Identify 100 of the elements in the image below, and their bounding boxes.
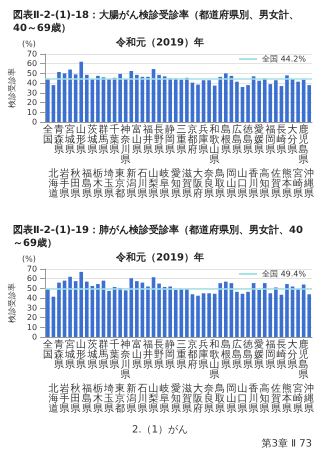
x-tick-label: 鹿児島県 xyxy=(298,124,309,166)
x-tick-label: 愛媛県 xyxy=(254,124,264,156)
text: (%) xyxy=(22,40,36,48)
bar xyxy=(162,286,166,337)
x-tick-label: 鳥取県 xyxy=(214,382,226,414)
x-tick-label: 山梨県 xyxy=(148,168,159,200)
x-tick-label: 徳島県 xyxy=(243,124,254,156)
x-tick-label: 岐阜県 xyxy=(160,168,170,200)
bar xyxy=(84,282,89,337)
x-tick-label: 高知県 xyxy=(260,382,270,414)
bar xyxy=(174,290,178,337)
bar xyxy=(212,86,216,122)
y-axis-title: 検診受診率 xyxy=(8,283,16,323)
x-tick-label: 全国 xyxy=(42,338,53,360)
x-tick-label: 群馬県 xyxy=(97,338,108,370)
bar xyxy=(207,293,211,337)
bar xyxy=(157,74,161,122)
x-tick-label: 鹿児島県 xyxy=(298,338,309,380)
bar xyxy=(307,294,312,337)
bar xyxy=(74,281,78,337)
text: 2.（1）がん xyxy=(132,424,188,436)
bar xyxy=(257,290,261,337)
text: 第3章 Ⅱ 73 xyxy=(262,438,312,450)
x-tick-label: 長野県 xyxy=(154,124,164,156)
bar xyxy=(262,78,267,122)
x-tick-label: 山口県 xyxy=(237,168,248,200)
x-tick-label: 奈良県 xyxy=(204,168,214,200)
bar xyxy=(135,74,139,122)
x-tick-label: 岡山県 xyxy=(226,384,236,414)
x-tick-label: 香川県 xyxy=(248,168,259,200)
x-tick-label: 福井県 xyxy=(142,338,153,370)
x-tick-label: 石川県 xyxy=(137,168,148,200)
y-tick-label: 60 xyxy=(26,59,38,68)
x-tick-label: 東京都 xyxy=(115,168,126,200)
bar xyxy=(79,272,84,337)
bar xyxy=(252,76,256,122)
bar xyxy=(274,287,278,337)
x-tick-label: 沖縄県 xyxy=(303,168,314,200)
bar xyxy=(262,283,267,337)
bar xyxy=(202,293,206,337)
x-tick-label: 全国 xyxy=(42,124,53,146)
bar xyxy=(112,286,116,337)
bar xyxy=(235,292,239,337)
bar xyxy=(235,82,239,122)
x-tick-label: 和歌山県 xyxy=(210,124,220,166)
bar xyxy=(196,84,200,122)
bar xyxy=(46,79,50,122)
bar xyxy=(224,73,228,122)
x-tick-label: 静岡県 xyxy=(165,338,176,370)
y-tick-label: 70 xyxy=(26,264,38,274)
y-tick-label: 70 xyxy=(26,50,38,58)
x-tick-label: 東京都 xyxy=(115,382,126,414)
x-tick-label: 大阪府 xyxy=(193,382,204,414)
x-tick-label: 新潟県 xyxy=(126,168,136,200)
bar xyxy=(190,294,194,337)
bar xyxy=(162,76,166,122)
x-tick-label: 青森県 xyxy=(54,124,64,156)
x-tick-label: 宮崎県 xyxy=(293,382,304,414)
y-tick-label: 30 xyxy=(26,88,38,98)
x-tick-label: 新潟県 xyxy=(126,382,136,414)
x-tick-label: 茨城県 xyxy=(86,124,98,156)
bar xyxy=(302,284,306,337)
x-tick-label: 大分県 xyxy=(288,338,298,370)
x-tick-label: 福島県 xyxy=(82,382,92,414)
bar xyxy=(112,78,116,122)
x-tick-label: 宮崎県 xyxy=(293,168,304,200)
bar xyxy=(96,76,100,122)
x-tick-label: 宮城県 xyxy=(64,124,76,156)
x-tick-label: 兵庫県 xyxy=(198,124,209,156)
bar xyxy=(129,278,134,337)
x-tick-label: 山口県 xyxy=(237,382,248,414)
chart-title: 図表Ⅱ-2-(1)-19：肺がん検診受診率（都道府県別、男女計、40～69歳） xyxy=(13,224,303,249)
bar xyxy=(280,294,284,337)
x-tick-label: 三重県 xyxy=(176,124,186,156)
chart-title: 図表Ⅱ-2-(1)-18：大腸がん検診受診率（都道府県別、男女計、40～69歳） xyxy=(13,9,300,34)
x-tick-label: 三重県 xyxy=(176,340,186,370)
bar xyxy=(135,281,139,337)
x-tick-label: 京都府 xyxy=(187,338,198,370)
y-tick-label: 40 xyxy=(26,294,38,303)
x-tick-label: 滋賀県 xyxy=(182,382,192,414)
y-tick-label: 20 xyxy=(26,98,38,108)
x-tick-label: 滋賀県 xyxy=(182,168,192,200)
x-tick-label: 広島県 xyxy=(232,338,242,370)
bar xyxy=(190,82,194,122)
y-tick-label: 10 xyxy=(26,322,38,332)
bar xyxy=(274,80,278,122)
chart-subtitle: 令和元（2019）年 xyxy=(115,36,204,48)
y-tick-label: 40 xyxy=(26,78,38,88)
x-tick-label: 静岡県 xyxy=(165,124,176,156)
x-tick-label: 群馬県 xyxy=(97,124,108,156)
x-tick-label: 高知県 xyxy=(260,168,270,200)
x-tick-label: 佐賀県 xyxy=(270,168,281,200)
x-tick-label: 広島県 xyxy=(232,124,242,156)
bar xyxy=(140,282,144,337)
bar xyxy=(124,79,128,122)
x-tick-label: 福島県 xyxy=(82,168,92,200)
bar xyxy=(185,289,189,337)
x-tick-label: 埼玉県 xyxy=(103,168,114,200)
x-tick-label: 栃木県 xyxy=(92,382,103,414)
y-tick-label: 50 xyxy=(26,284,38,293)
